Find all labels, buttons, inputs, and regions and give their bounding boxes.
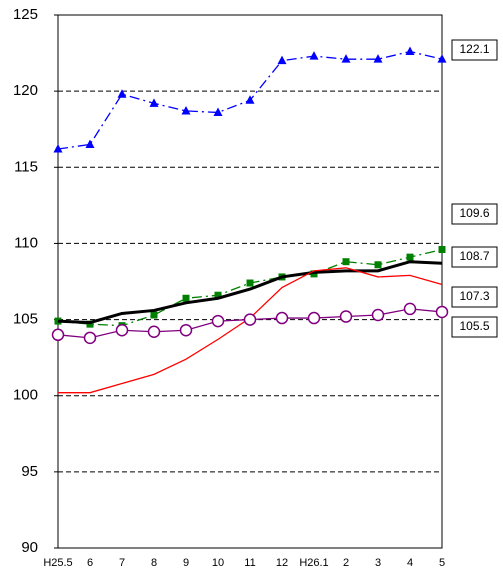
- y-tick-label: 125: [13, 6, 38, 23]
- x-tick-label: 12: [276, 557, 288, 569]
- y-tick-label: 90: [21, 539, 38, 556]
- x-tick-label: 7: [119, 557, 125, 569]
- marker: [147, 325, 161, 339]
- x-tick-label: 6: [87, 557, 93, 569]
- x-tick-label: 10: [212, 557, 224, 569]
- x-tick-label: H26.1: [299, 557, 328, 569]
- x-tick-label: 2: [343, 557, 349, 569]
- x-tick-label: 11: [244, 557, 255, 569]
- series-line: [57, 260, 443, 325]
- marker: [277, 55, 287, 65]
- marker: [307, 311, 321, 325]
- marker: [115, 323, 129, 337]
- y-tick-label: 115: [14, 158, 38, 175]
- end-label-box: [451, 286, 498, 308]
- marker: [181, 105, 191, 115]
- end-label-box: [451, 39, 498, 61]
- marker: [149, 98, 159, 107]
- x-tick-label: 5: [439, 557, 445, 569]
- y-tick-label: 95: [21, 463, 38, 480]
- end-label: 109.6: [459, 206, 489, 220]
- marker: [245, 95, 255, 104]
- marker: [117, 89, 127, 98]
- marker: [435, 305, 449, 319]
- end-label: 122.1: [459, 42, 489, 56]
- marker: [53, 144, 63, 153]
- marker: [339, 310, 353, 323]
- marker: [373, 54, 383, 63]
- plot-frame: [57, 14, 443, 549]
- marker: [406, 253, 414, 261]
- y-tick-label: 105: [13, 311, 38, 328]
- x-tick-label: 4: [407, 557, 413, 569]
- marker: [150, 311, 158, 319]
- end-label-box: [451, 316, 498, 338]
- marker: [85, 139, 95, 148]
- end-label: 105.5: [459, 319, 489, 333]
- marker: [405, 46, 415, 56]
- marker: [438, 246, 446, 254]
- marker: [211, 314, 225, 328]
- marker: [246, 279, 254, 287]
- end-label: 107.3: [459, 289, 489, 303]
- marker: [214, 291, 222, 299]
- x-tick-label: 9: [183, 557, 189, 569]
- marker: [341, 54, 351, 63]
- marker: [374, 261, 382, 269]
- marker: [86, 320, 94, 328]
- marker: [371, 308, 385, 322]
- x-tick-label: 3: [375, 557, 381, 569]
- end-label-box: [451, 246, 498, 268]
- x-tick-label: 8: [151, 557, 157, 569]
- end-label: 108.7: [459, 249, 489, 263]
- y-tick-label: 100: [13, 387, 38, 404]
- x-tick-label: H25.5: [43, 557, 72, 569]
- marker: [182, 294, 190, 302]
- marker: [275, 311, 289, 325]
- marker: [51, 328, 65, 342]
- marker: [437, 54, 447, 63]
- marker: [309, 51, 319, 60]
- marker: [243, 313, 257, 326]
- y-tick-label: 120: [13, 82, 38, 99]
- y-tick-label: 110: [14, 234, 38, 251]
- marker: [310, 270, 318, 278]
- marker: [403, 302, 417, 316]
- marker: [179, 323, 193, 337]
- marker: [83, 331, 97, 345]
- marker: [213, 107, 223, 116]
- end-label-box: [451, 203, 498, 225]
- series-line: [58, 267, 443, 394]
- marker: [342, 258, 350, 266]
